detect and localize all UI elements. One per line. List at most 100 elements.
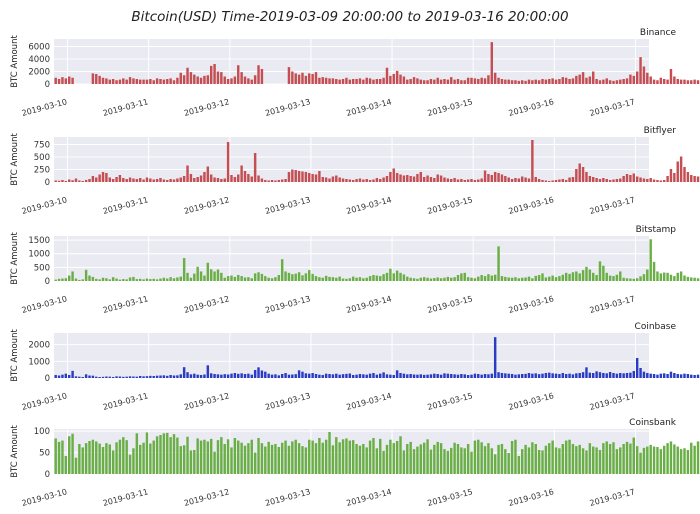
bar xyxy=(450,447,453,474)
bar xyxy=(406,79,409,84)
bar xyxy=(429,374,433,378)
bar xyxy=(166,278,169,281)
bar xyxy=(260,69,264,84)
bar xyxy=(615,274,619,281)
bar xyxy=(412,449,416,474)
bar xyxy=(564,180,568,182)
bar xyxy=(612,373,615,378)
bar xyxy=(223,444,226,474)
bar xyxy=(679,449,683,474)
bar xyxy=(182,75,186,84)
bar xyxy=(365,447,368,474)
bar xyxy=(264,371,267,378)
bar xyxy=(209,438,213,474)
bar xyxy=(341,374,345,378)
bar xyxy=(98,279,101,281)
bar xyxy=(64,278,68,281)
bar xyxy=(108,279,111,281)
bar xyxy=(497,372,500,378)
y-axis-label: BTC Amount xyxy=(10,133,20,186)
bar xyxy=(531,80,534,84)
bar xyxy=(568,439,571,474)
bar xyxy=(473,440,477,474)
bar xyxy=(54,180,57,182)
bar xyxy=(277,180,281,182)
bar xyxy=(206,166,210,182)
bar xyxy=(679,374,683,378)
bar xyxy=(395,441,399,474)
bar xyxy=(169,78,172,84)
bar xyxy=(341,439,345,474)
bar xyxy=(642,274,646,281)
bar xyxy=(554,373,558,378)
bar xyxy=(507,177,510,182)
bar xyxy=(514,439,517,474)
bar xyxy=(629,175,632,182)
bar xyxy=(602,178,605,182)
bar xyxy=(571,444,575,474)
bar xyxy=(108,79,111,84)
bar xyxy=(669,69,673,84)
bar xyxy=(416,78,419,84)
bar xyxy=(226,79,230,84)
bar xyxy=(142,376,145,378)
bar xyxy=(450,179,453,182)
bar xyxy=(622,277,625,281)
bar xyxy=(642,371,646,378)
bar xyxy=(135,376,139,378)
bar xyxy=(615,449,619,474)
bar xyxy=(105,278,108,281)
x-tick-label: 2019-03-17 xyxy=(589,294,636,315)
x-tick-label: 2019-03-10 xyxy=(21,97,68,118)
bar xyxy=(683,79,686,84)
bar xyxy=(385,272,389,281)
bar xyxy=(138,79,142,84)
bar xyxy=(176,277,179,281)
bar xyxy=(257,272,260,281)
bar xyxy=(193,373,196,378)
bar xyxy=(389,268,392,281)
bar xyxy=(693,277,696,281)
plot-background xyxy=(54,137,649,182)
bar xyxy=(345,278,348,281)
bar xyxy=(426,439,429,474)
bar xyxy=(602,373,605,378)
bar xyxy=(561,77,565,84)
bar xyxy=(619,447,622,474)
x-tick-label: 2019-03-17 xyxy=(589,97,636,118)
bar xyxy=(287,67,291,84)
bar xyxy=(95,441,98,474)
bar xyxy=(632,278,636,281)
y-tick-label: 0 xyxy=(45,277,50,287)
bar xyxy=(169,437,172,474)
bar xyxy=(422,80,426,84)
bar xyxy=(324,439,328,474)
bar xyxy=(649,373,652,378)
bar xyxy=(456,179,460,182)
bar xyxy=(460,273,463,281)
bar xyxy=(382,177,385,182)
bar xyxy=(433,373,436,378)
bar xyxy=(280,374,284,378)
bar xyxy=(554,79,558,84)
x-tick-label: 2019-03-11 xyxy=(102,195,149,216)
bar xyxy=(598,372,602,378)
bar xyxy=(264,446,267,474)
x-tick-label: 2019-03-11 xyxy=(102,294,149,315)
bar xyxy=(436,441,439,474)
bar xyxy=(696,80,700,84)
bar xyxy=(389,75,392,84)
bar xyxy=(632,173,636,182)
bar xyxy=(406,374,409,378)
bar xyxy=(216,440,220,474)
bar xyxy=(328,78,331,84)
x-tick-label: 2019-03-17 xyxy=(589,487,636,508)
bar xyxy=(74,376,78,378)
bar xyxy=(88,375,91,378)
bar xyxy=(368,440,372,474)
bar xyxy=(81,377,84,378)
bar xyxy=(331,374,335,378)
y-tick-label: 250 xyxy=(34,166,50,176)
bar xyxy=(149,443,152,474)
